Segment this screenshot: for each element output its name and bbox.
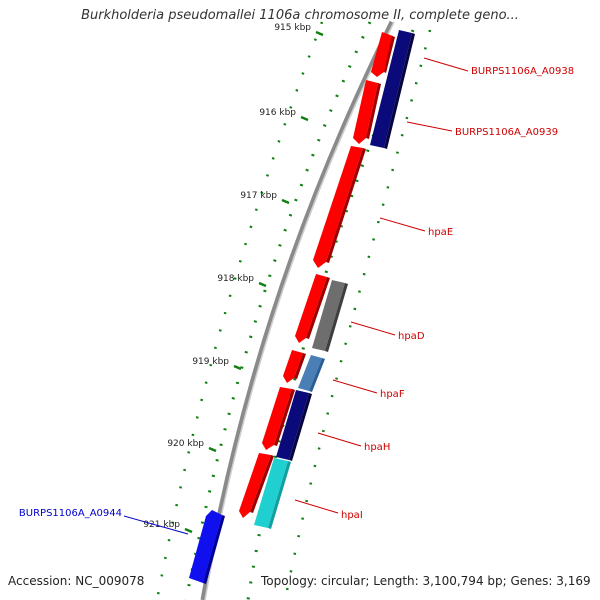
leader-line bbox=[317, 432, 362, 447]
gene-navy-1[interactable] bbox=[370, 30, 415, 149]
tick-label: 916 kbp bbox=[259, 108, 296, 118]
leader-line bbox=[406, 121, 453, 132]
tick-mark bbox=[208, 446, 217, 453]
gene-burps1106a-a0938[interactable] bbox=[371, 32, 395, 77]
tick-mark bbox=[233, 364, 242, 371]
gene-hpai[interactable] bbox=[239, 453, 274, 518]
gene-label[interactable]: hpaE bbox=[428, 227, 453, 238]
axis-ticks: 915 kbp 916 kbp 917 kbp 918 kbp 919 kbp 920 k… bbox=[143, 23, 324, 534]
gene-burps1106a-a0944[interactable] bbox=[189, 510, 225, 584]
leader-line bbox=[350, 321, 396, 336]
tick-label: 919 kbp bbox=[192, 357, 229, 367]
tick-label: 921 kbp bbox=[143, 520, 180, 530]
gene-label[interactable]: BURPS1106A_A0944 bbox=[19, 508, 122, 519]
gene-burps1106a-a0939[interactable] bbox=[353, 80, 381, 144]
gene-labels: BURPS1106A_A0938 BURPS1106A_A0939 hpaE hpaD… bbox=[19, 57, 574, 535]
gene-label[interactable]: BURPS1106A_A0939 bbox=[455, 127, 558, 138]
tick-label: 915 kbp bbox=[274, 23, 311, 33]
gene-navy-2[interactable] bbox=[276, 390, 312, 461]
accession-text: Accession: NC_009078 bbox=[8, 574, 145, 588]
tick-mark bbox=[258, 281, 267, 288]
map-title: Burkholderia pseudomallei 1106a chromoso… bbox=[81, 8, 519, 23]
chromosome-backbone-shadow bbox=[204, 21, 395, 600]
gene-hpad[interactable] bbox=[295, 274, 330, 343]
gene-hpaf[interactable] bbox=[283, 350, 306, 383]
guide-line-1 bbox=[184, 21, 372, 600]
tick-mark bbox=[315, 30, 324, 37]
gene-label[interactable]: BURPS1106A_A0938 bbox=[471, 66, 574, 77]
leader-line bbox=[423, 57, 469, 72]
tick-mark bbox=[281, 198, 290, 205]
tick-label: 917 kbp bbox=[240, 191, 277, 201]
leader-line bbox=[123, 515, 189, 535]
gene-cyan[interactable] bbox=[254, 458, 291, 529]
gene-label[interactable]: hpaI bbox=[341, 510, 363, 521]
leader-line bbox=[379, 217, 426, 232]
tick-label: 920 kbp bbox=[167, 439, 204, 449]
guide-line-outer-1 bbox=[155, 21, 324, 600]
gene-hpae[interactable] bbox=[313, 146, 366, 268]
tick-mark bbox=[300, 115, 309, 122]
chromosome-backbone bbox=[200, 20, 395, 600]
tick-label: 918 kbp bbox=[217, 274, 254, 284]
gene-label[interactable]: hpaD bbox=[398, 331, 425, 342]
leader-line bbox=[332, 379, 378, 394]
gene-hpah[interactable] bbox=[262, 387, 295, 450]
dotted-guide-lines bbox=[155, 21, 432, 600]
tick-mark bbox=[184, 527, 193, 534]
topology-text: Topology: circular; Length: 3,100,794 bp… bbox=[261, 574, 591, 588]
gene-steel-blue[interactable] bbox=[298, 355, 325, 392]
gene-label[interactable]: hpaF bbox=[380, 389, 405, 400]
gene-gray[interactable] bbox=[312, 280, 348, 352]
gene-label[interactable]: hpaH bbox=[364, 442, 390, 453]
leader-line bbox=[294, 499, 339, 514]
